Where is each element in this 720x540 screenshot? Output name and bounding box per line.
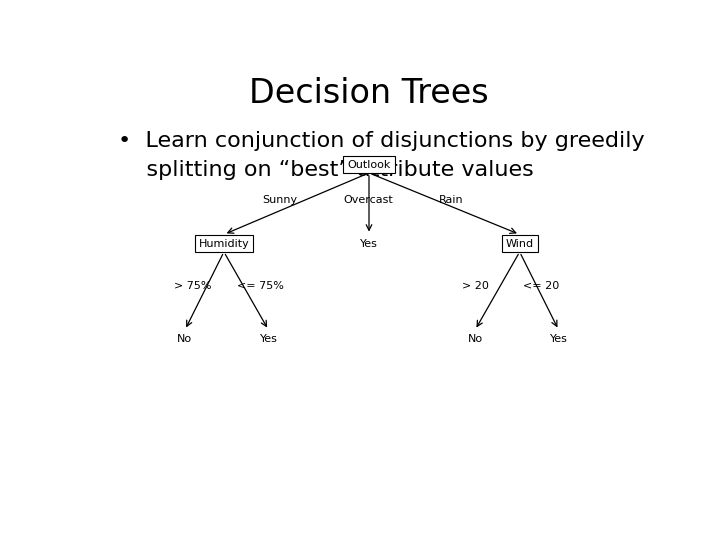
Text: Outlook: Outlook [347, 160, 391, 170]
Text: Yes: Yes [260, 334, 277, 344]
Text: <= 20: <= 20 [523, 281, 559, 291]
Text: <= 75%: <= 75% [237, 281, 284, 291]
Text: Yes: Yes [550, 334, 567, 344]
Text: Sunny: Sunny [262, 195, 297, 205]
Text: > 20: > 20 [462, 281, 488, 291]
Text: Decision Trees: Decision Trees [249, 77, 489, 110]
Text: Yes: Yes [360, 239, 378, 248]
Text: > 75%: > 75% [174, 281, 212, 291]
Text: Overcast: Overcast [343, 195, 392, 205]
Text: No: No [467, 334, 482, 344]
Text: splitting on “best” attribute values: splitting on “best” attribute values [118, 160, 534, 180]
Text: •  Learn conjunction of disjunctions by greedily: • Learn conjunction of disjunctions by g… [118, 131, 644, 151]
Text: Wind: Wind [505, 239, 534, 248]
Text: Humidity: Humidity [199, 239, 249, 248]
Text: Rain: Rain [439, 195, 464, 205]
Text: No: No [177, 334, 192, 344]
